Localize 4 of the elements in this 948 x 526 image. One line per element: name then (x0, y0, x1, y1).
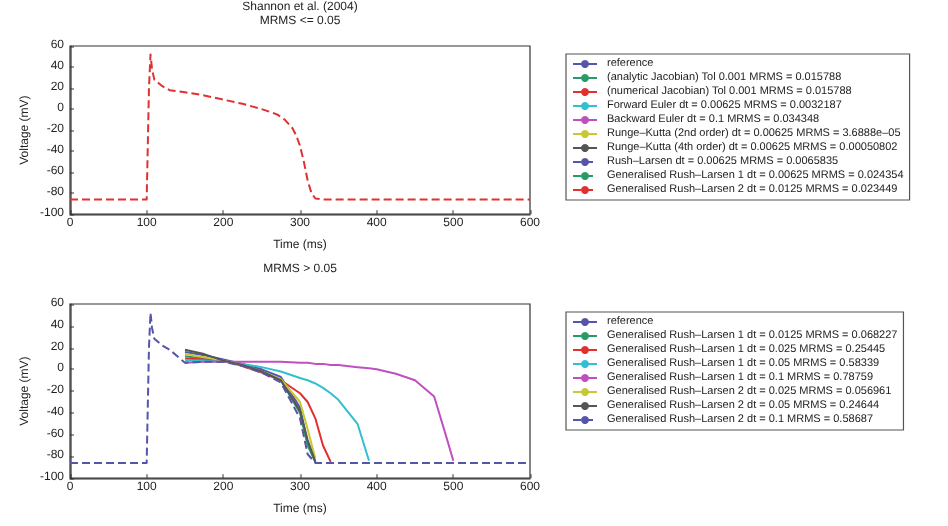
line-series (69, 53, 531, 201)
line-series (184, 359, 370, 462)
line-series (184, 360, 455, 462)
line-series (69, 311, 531, 464)
